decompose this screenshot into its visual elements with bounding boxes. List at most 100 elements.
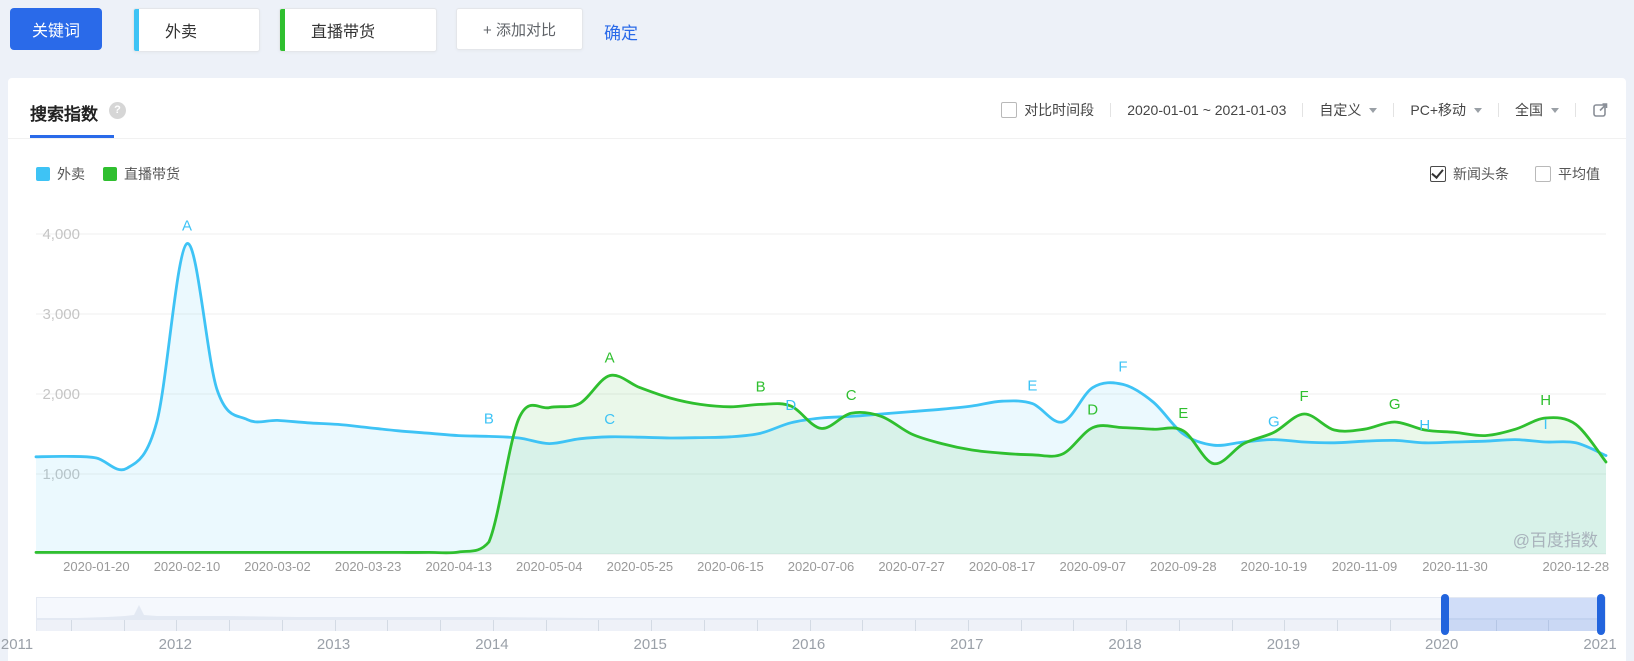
year-label-2016: 2016 (791, 636, 826, 653)
minimap-tick (1390, 620, 1392, 631)
news-marker-直播带货-G[interactable]: G (1389, 396, 1401, 413)
device-dropdown[interactable]: PC+移动 (1410, 100, 1482, 120)
minimap-tick (704, 620, 705, 631)
series-line-0[interactable] (34, 242, 1608, 472)
minimap-tick (1020, 620, 1022, 631)
minimap-tick (862, 620, 864, 631)
chevron-down-icon (1474, 107, 1482, 113)
confirm-link[interactable]: 确定 (604, 24, 638, 43)
external-link-icon[interactable] (1592, 101, 1610, 119)
legend-swatch-waimai[interactable] (36, 167, 50, 181)
minimap-tick (229, 620, 231, 631)
divider (1302, 103, 1304, 117)
compare-period-label: 对比时间段 (1024, 102, 1095, 118)
minimap-tick (651, 620, 653, 631)
news-marker-直播带货-B[interactable]: B (756, 378, 766, 395)
year-label-2020: 2020 (1425, 636, 1459, 653)
panel-header (8, 78, 1626, 139)
x-tick-label: 2020-05-25 (607, 559, 674, 574)
toolbar: 关键词 外卖 直播带货 + 添加对比 确定 (0, 0, 1634, 78)
y-tick-label: 2,000 (42, 386, 80, 403)
news-marker-外卖-A[interactable]: A (182, 218, 192, 235)
series-area-0 (36, 243, 1606, 555)
minimap-tick (123, 620, 125, 631)
news-marker-外卖-D[interactable]: D (785, 397, 796, 414)
region-value: 全国 (1515, 102, 1543, 118)
x-tick-label: 2020-03-02 (244, 559, 311, 574)
keyword-label-waimai: 外卖 (165, 24, 198, 41)
timeline-handle-right[interactable] (1597, 594, 1605, 635)
add-compare-button[interactable]: + 添加对比 (456, 8, 583, 50)
y-tick-label: 3,000 (42, 306, 80, 323)
series-line-1[interactable] (34, 373, 1608, 555)
news-marker-外卖-C[interactable]: C (604, 411, 615, 428)
legend-label-waimai[interactable]: 外卖 (57, 166, 85, 182)
minimap-tick (334, 620, 336, 631)
news-marker-外卖-F[interactable]: F (1118, 358, 1127, 375)
divider (1575, 103, 1576, 117)
help-icon[interactable]: ? (109, 102, 126, 119)
legend-swatch-zhibodaihuo[interactable] (103, 167, 117, 181)
news-marker-直播带货-F[interactable]: F (1299, 388, 1308, 405)
keyword-label-zhibodaihuo: 直播带货 (311, 24, 376, 41)
minimap-tick (598, 620, 600, 631)
news-marker-外卖-G[interactable]: G (1268, 414, 1280, 431)
news-marker-直播带货-E[interactable]: E (1178, 405, 1188, 422)
average-toggle[interactable]: 平均值 (1535, 164, 1600, 184)
news-marker-直播带货-A[interactable]: A (605, 350, 615, 367)
news-marker-直播带货-H[interactable]: H (1540, 392, 1551, 409)
minimap-tick (440, 620, 442, 631)
news-toggle[interactable]: 新闻头条 (1430, 164, 1509, 184)
news-marker-外卖-H[interactable]: H (1419, 417, 1430, 434)
x-tick-label: 2020-09-07 (1059, 559, 1126, 574)
minimap-tick-strip (37, 620, 1605, 631)
average-checkbox[interactable] (1535, 166, 1551, 182)
legend-label-zhibodaihuo[interactable]: 直播带货 (124, 166, 180, 182)
minimap-tick (1126, 620, 1128, 631)
news-marker-外卖-B[interactable]: B (484, 410, 494, 427)
news-marker-直播带货-D[interactable]: D (1087, 402, 1098, 419)
minimap-tick (1284, 620, 1286, 631)
compare-period-checkbox[interactable] (1001, 102, 1018, 118)
year-label-2011: 2011 (0, 636, 34, 653)
x-tick-label: 2020-06-15 (697, 559, 764, 574)
minimap-tick (1337, 620, 1339, 631)
news-marker-外卖-E[interactable]: E (1027, 378, 1037, 395)
year-label-2019: 2019 (1266, 636, 1301, 653)
minimap-tick (1231, 620, 1233, 631)
year-label-2017: 2017 (950, 636, 984, 653)
timeline-handle-left[interactable] (1441, 594, 1449, 635)
series-area-1 (36, 375, 1606, 554)
date-range[interactable]: 2020-01-01 ~ 2021-01-03 (1127, 102, 1287, 118)
x-tick-label: 2020-05-04 (516, 559, 583, 574)
x-tick-label: 2020-09-28 (1150, 559, 1217, 574)
minimap-silhouette (37, 605, 1605, 620)
x-tick-label: 2020-01-20 (63, 559, 130, 574)
x-tick-label: 2020-04-13 (425, 559, 492, 574)
x-tick-label: 2020-08-17 (969, 559, 1036, 574)
y-tick-label: 1,000 (42, 466, 80, 483)
minimap-tick (756, 620, 758, 631)
trend-chart[interactable]: 4,000 3,000 2,000 1,000 2020-01-20 2020-02-10… (8, 186, 1626, 591)
timeline-minimap[interactable] (36, 594, 1606, 635)
region-dropdown[interactable]: 全国 (1515, 100, 1559, 120)
news-marker-外卖-I[interactable]: I (1544, 416, 1548, 433)
timeline-selection[interactable] (1445, 598, 1601, 631)
news-checkbox[interactable] (1430, 166, 1446, 182)
x-tick-label: 2020-03-23 (335, 559, 402, 574)
keyword-input-waimai[interactable]: 外卖 (133, 8, 260, 52)
x-tick-label: 2020-10-19 (1241, 559, 1308, 574)
timeline-years: 2011 2012 2013 2014 2015 2016 2017 2018 2019 2020… (1, 636, 1626, 656)
compare-period-toggle[interactable]: 对比时间段 (1001, 100, 1094, 120)
divider (1393, 103, 1395, 117)
range-mode-dropdown[interactable]: 自定义 (1319, 100, 1378, 120)
minimap-tick (1495, 620, 1497, 631)
keyword-button[interactable]: 关键词 (10, 8, 102, 50)
keyword-accent-waimai (134, 9, 139, 51)
active-tab-underline (30, 135, 114, 138)
minimap-trend-shape (37, 605, 1605, 620)
year-label-2015: 2015 (633, 636, 667, 653)
news-marker-直播带货-C[interactable]: C (846, 387, 857, 404)
keyword-input-zhibodaihuo[interactable]: 直播带货 (279, 8, 437, 52)
x-tick-label: 2020-12-28 (1543, 559, 1610, 574)
